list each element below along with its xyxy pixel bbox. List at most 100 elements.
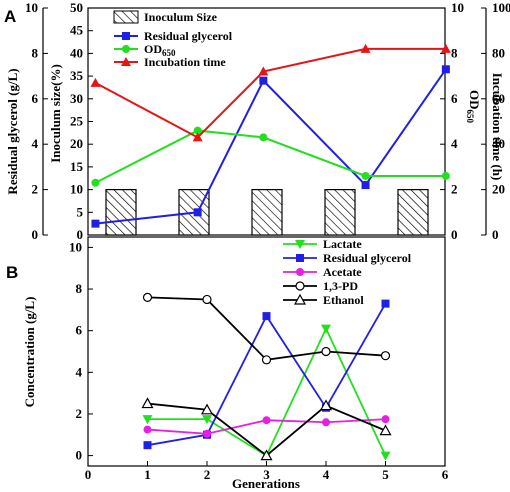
- right-inner-tick-label: 10: [451, 0, 464, 15]
- od650-point: [193, 126, 202, 135]
- y-tick-label: 6: [76, 323, 83, 338]
- acetate-point: [262, 416, 271, 425]
- 1-3-pd-point: [380, 351, 391, 361]
- y-tick-label: 10: [69, 239, 82, 254]
- inoculum-bar: [324, 189, 356, 236]
- inoculum-bar: [105, 189, 137, 236]
- x-tick-label: 3: [263, 467, 270, 482]
- y-tick-label: 2: [76, 406, 83, 421]
- od650-point: [91, 178, 100, 187]
- left-inner-tick-label: 50: [70, 0, 83, 15]
- lactate-point: [380, 451, 391, 461]
- incubation-time-point: [192, 132, 203, 142]
- legend-label-incubation-time: Incubation time: [144, 55, 226, 69]
- legend-label-od650: OD650: [144, 42, 176, 58]
- acetate-point: [381, 415, 390, 424]
- legend-marker-od650: [122, 45, 130, 53]
- left-inner-tick-label: 15: [70, 159, 84, 174]
- panel-b-lines: [141, 292, 392, 461]
- legend-marker-lactate: [295, 240, 305, 249]
- right-inner-tick-label: 4: [451, 136, 458, 151]
- residual-glycerol-point: [143, 441, 152, 450]
- x-tick-label: 2: [204, 467, 211, 482]
- lactate-line: [147, 326, 387, 457]
- left-inner-tick-label: 35: [70, 68, 84, 83]
- left-inner-tick-label: 30: [70, 91, 83, 106]
- acetate-point: [203, 429, 211, 438]
- inoculum-bar: [397, 189, 429, 236]
- legend-label-lactate: Lactate: [323, 237, 362, 251]
- incubation-time-point: [360, 43, 371, 53]
- panel-b-axes: 0 1 2 3 4 5 6 0 2 4 6 8 10: [69, 239, 449, 482]
- od650-point: [259, 133, 268, 142]
- legend-marker-ethanol: [293, 293, 307, 305]
- incubation-time-point: [440, 43, 451, 53]
- inoculum-bar: [251, 189, 283, 236]
- ethanol-point: [379, 424, 392, 436]
- x-axis-label: Generations: [232, 476, 300, 491]
- left-inner-tick-label: 25: [70, 114, 84, 129]
- residual-glycerol-point: [262, 312, 271, 321]
- legend-label-1-3-pd: 1,3-PD: [323, 279, 358, 293]
- legend-label-residual-glycerol: Residual glycerol: [144, 29, 233, 43]
- panel-label-b: B: [6, 263, 18, 282]
- right-outer-tick-label: 20: [492, 182, 505, 197]
- 1-3-pd-point: [261, 355, 272, 365]
- panel-label-a: A: [4, 7, 16, 26]
- x-tick-label: 4: [323, 467, 330, 482]
- residual-glycerol-point: [361, 181, 370, 190]
- 1-3-pd-point: [202, 294, 212, 305]
- legend-marker-residual-glycerol: [296, 254, 304, 262]
- legend-marker-residual-glycerol: [122, 32, 130, 40]
- lactate-point: [202, 415, 212, 425]
- left-inner-tick-label: 5: [77, 204, 84, 219]
- ethanol-line: [147, 402, 386, 457]
- right-inner-tick-label: 0: [451, 227, 458, 242]
- ethanol-point: [141, 397, 154, 409]
- x-tick-label: 6: [442, 467, 449, 482]
- y-tick-label: 4: [76, 364, 83, 379]
- right-inner-tick-label: 2: [451, 182, 458, 197]
- od650-point: [361, 171, 370, 180]
- legend-label-inoculum-size: Inoculum Size: [144, 10, 218, 24]
- residual-glycerol-point: [91, 219, 100, 228]
- left-outer-tick-label: 0: [32, 227, 39, 242]
- residual-glycerol-point: [381, 299, 390, 308]
- legend-swatch-inoculum-size: [113, 10, 139, 24]
- legend-marker-incubation-time: [121, 57, 131, 66]
- panel-b-frame: [87, 236, 446, 467]
- right-outer-tick-label: 0: [492, 227, 499, 242]
- acetate-point: [143, 425, 152, 434]
- ethanol-point: [260, 449, 273, 461]
- left-inner-tick-label: 40: [70, 45, 83, 60]
- left-outer-tick-label: 2: [32, 182, 39, 197]
- y-axis-label: Concentration (g/L): [22, 297, 37, 408]
- legend-label-acetate: Acetate: [323, 265, 362, 279]
- 1-3-pd-point: [142, 292, 153, 302]
- x-tick-label: 5: [382, 467, 389, 482]
- residual-glycerol-point: [259, 76, 268, 85]
- right-outer-tick-label: 40: [492, 136, 505, 151]
- residual-glycerol-point: [441, 65, 450, 74]
- panel-a-legend: Inoculum Size Residual glycerolOD650Incub…: [113, 10, 233, 69]
- legend-label-residual-glycerol: Residual glycerol: [323, 251, 412, 265]
- right-outer-axis-label: Incubation time (h): [490, 73, 505, 181]
- right-inner-tick-label: 8: [451, 45, 458, 60]
- right-outer-tick-label: 60: [492, 91, 505, 106]
- acetate-point: [322, 418, 330, 427]
- left-inner-tick-label: 20: [70, 136, 83, 151]
- right-outer-tick-label: 80: [492, 45, 505, 60]
- od650-line: [94, 129, 446, 184]
- od650-point: [441, 171, 450, 180]
- right-inner-tick-label: 6: [451, 91, 458, 106]
- incubation-time-point: [258, 66, 269, 76]
- lactate-point: [142, 415, 153, 425]
- left-inner-tick-label: 10: [70, 182, 83, 197]
- lactate-point: [321, 324, 331, 334]
- ethanol-point: [200, 403, 214, 415]
- right-outer-tick-label: 100: [492, 0, 510, 15]
